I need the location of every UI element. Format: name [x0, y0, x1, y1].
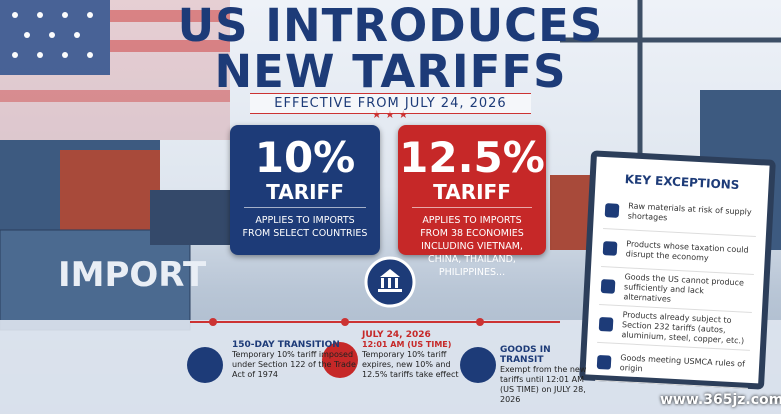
exception-icon — [602, 240, 618, 256]
timeline-item: JULY 24, 2026 12:01 AM (US TIME) Temporary… — [362, 330, 462, 380]
timeline-text: Exempt from the new tariffs until 12:01 … — [500, 365, 587, 404]
timeline-item: 150-DAY TRANSITION Temporary 10% tariff i… — [232, 340, 362, 380]
description: APPLIES TO IMPORTS FROM SELECT COUNTRIES — [242, 215, 368, 239]
exception-icon — [604, 202, 620, 218]
exception-icon — [598, 316, 614, 332]
rate-label: TARIFF — [244, 181, 366, 208]
title-line: US INTRODUCES — [177, 0, 604, 52]
rate-label: TARIFF — [412, 181, 532, 208]
rate: 10% — [254, 133, 356, 182]
exception-text: Goods meeting USMCA rules of origin — [619, 352, 746, 373]
tariff-card: 10% TARIFF APPLIES TO IMPORTS FROM SELEC… — [230, 125, 380, 255]
container-label: IMPORT — [58, 255, 207, 295]
exceptions-clipboard: KEY EXCEPTIONS Raw materials at risk of … — [579, 150, 776, 390]
exceptions-title: KEY EXCEPTIONS — [624, 172, 740, 193]
exception-icon — [596, 354, 612, 369]
timeline-text: Temporary 10% tariff imposed under Secti… — [232, 350, 356, 379]
exception-text: Raw materials at risk of supply shortage… — [627, 200, 752, 222]
exception-text: Products whose taxation could disrupt th… — [625, 238, 749, 263]
watermark: www.365jz.com — [660, 392, 781, 408]
exception-item: Goods the US cannot produce sufficiently… — [599, 266, 754, 313]
timeline-subtitle: 12:01 AM (US TIME) — [362, 340, 452, 349]
exception-item: Raw materials at risk of supply shortage… — [603, 191, 758, 238]
exceptions-list: Raw materials at risk of supply shortage… — [595, 191, 758, 389]
timeline-item: GOODS IN TRANSIT Exempt from the new tari… — [500, 345, 590, 405]
timeline-title: 150-DAY TRANSITION — [232, 340, 340, 350]
exception-icon — [600, 278, 616, 294]
exception-text: Products already subject to Section 232 … — [621, 309, 745, 346]
title-line: NEW TARIFFS — [214, 45, 567, 98]
tariff-card: 12.5% TARIFF APPLIES TO IMPORTS FROM 38 … — [398, 125, 546, 278]
exception-item: Products whose taxation could disrupt th… — [601, 229, 756, 276]
timeline-title: JULY 24, 2026 — [362, 330, 431, 340]
exception-item: Products already subject to Section 232 … — [597, 304, 752, 351]
timeline-title: GOODS IN TRANSIT — [500, 345, 551, 365]
exception-item: Goods meeting USMCA rules of origin — [595, 342, 750, 389]
description: APPLIES TO IMPORTS FROM 38 ECONOMIES INC… — [420, 215, 524, 278]
subtitle: EFFECTIVE FROM JULY 24, 2026 — [250, 93, 531, 114]
timeline-text: Temporary 10% tariff expires, new 10% an… — [362, 350, 459, 379]
rate: 12.5% — [399, 133, 545, 182]
exception-text: Goods the US cannot produce sufficiently… — [623, 271, 745, 304]
